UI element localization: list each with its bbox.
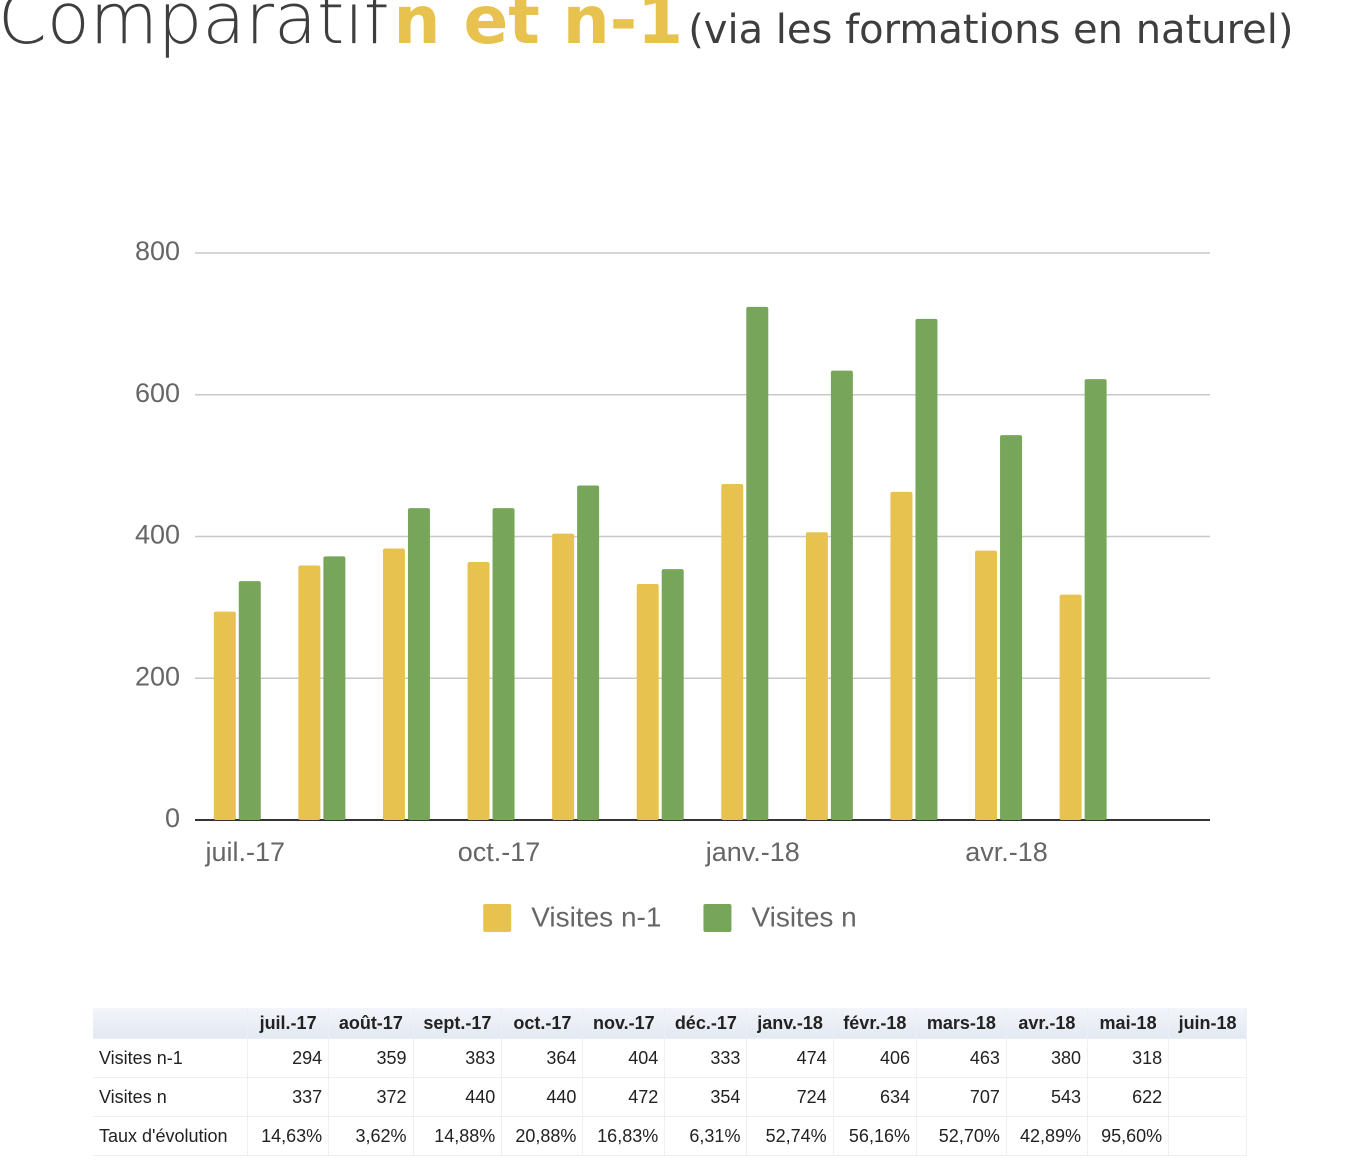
bar xyxy=(382,548,405,820)
cell: 440 xyxy=(501,1077,584,1117)
cell: 622 xyxy=(1087,1077,1170,1117)
cell: 20,88% xyxy=(501,1116,584,1156)
bar xyxy=(721,484,744,820)
table-row: Visites n-1 294 359 383 364 404 333 474 406 463 38… xyxy=(93,1038,1247,1078)
cell: 463 xyxy=(916,1038,1007,1078)
y-tick-label: 200 xyxy=(135,661,180,691)
column-header: févr.-18 xyxy=(833,1008,917,1039)
bar xyxy=(1084,379,1107,820)
cell: 724 xyxy=(746,1077,834,1117)
bar xyxy=(467,562,490,820)
column-header: juil.-17 xyxy=(247,1008,330,1039)
cell: 380 xyxy=(1006,1038,1089,1078)
bar xyxy=(805,532,828,820)
column-header: sept.-17 xyxy=(413,1008,503,1039)
bar xyxy=(890,491,913,820)
chart-title: Comparatif xyxy=(0,0,389,60)
bar xyxy=(915,318,938,820)
cell: 474 xyxy=(746,1038,834,1078)
cell: 406 xyxy=(833,1038,917,1078)
chart-subtitle: (via les formations en naturel) xyxy=(688,7,1294,53)
cell: 543 xyxy=(1006,1077,1089,1117)
bar xyxy=(661,569,684,820)
cell: 383 xyxy=(413,1038,503,1078)
column-header: nov.-17 xyxy=(582,1008,666,1039)
cell: 14,63% xyxy=(247,1116,330,1156)
data-table: juil.-17 août-17 sept.-17 oct.-17 nov.-17 déc… xyxy=(93,1008,1247,1156)
bar xyxy=(577,485,600,820)
column-header: déc.-17 xyxy=(664,1008,748,1039)
title-highlight: n et n-1 xyxy=(393,0,684,59)
column-header: mars-18 xyxy=(916,1008,1007,1039)
cell: 56,16% xyxy=(833,1116,917,1156)
bar xyxy=(552,533,575,820)
bar xyxy=(238,581,261,820)
cell: 440 xyxy=(413,1077,503,1117)
cell: 3,62% xyxy=(328,1116,414,1156)
cell: 333 xyxy=(664,1038,748,1078)
cell: 404 xyxy=(582,1038,666,1078)
bar xyxy=(636,583,659,820)
cell: 337 xyxy=(247,1077,330,1117)
cell xyxy=(1168,1038,1247,1078)
bar xyxy=(298,565,321,820)
column-header: août-17 xyxy=(328,1008,414,1039)
cell: 52,70% xyxy=(916,1116,1007,1156)
bar xyxy=(1000,435,1023,820)
x-tick-label: avr.-18 xyxy=(965,837,1048,867)
cell: 42,89% xyxy=(1006,1116,1089,1156)
cell: 359 xyxy=(328,1038,414,1078)
legend-label: Visites n-1 xyxy=(531,901,661,932)
cell: 318 xyxy=(1087,1038,1170,1078)
column-header: mai-18 xyxy=(1087,1008,1170,1039)
cell: 372 xyxy=(328,1077,414,1117)
cell: 52,74% xyxy=(746,1116,834,1156)
bar xyxy=(213,611,236,820)
bar xyxy=(492,508,515,820)
column-header: janv.-18 xyxy=(746,1008,834,1039)
table-row: Taux d'évolution 14,63% 3,62% 14,88% 20,88% 1… xyxy=(93,1116,1247,1156)
legend-label: Visites n xyxy=(751,901,856,932)
bar xyxy=(830,370,853,820)
header-row: juil.-17 août-17 sept.-17 oct.-17 nov.-17 déc… xyxy=(93,1008,1247,1039)
title-block: Comparatif n et n-1 (via les formations … xyxy=(0,0,1294,60)
cell: 95,60% xyxy=(1087,1116,1170,1156)
cell: 634 xyxy=(833,1077,917,1117)
cell: 354 xyxy=(664,1077,748,1117)
cell: 472 xyxy=(582,1077,666,1117)
table-row: Visites n 337 372 440 440 472 354 724 634 707 543 6… xyxy=(93,1077,1247,1117)
bar xyxy=(323,556,346,820)
cell: 14,88% xyxy=(413,1116,503,1156)
cell: 707 xyxy=(916,1077,1007,1117)
x-tick-label: oct.-17 xyxy=(458,837,541,867)
x-tick-label: janv.-18 xyxy=(705,837,800,867)
legend-swatch xyxy=(703,904,732,932)
row-label: Visites n-1 xyxy=(93,1038,248,1078)
cell: 6,31% xyxy=(664,1116,748,1156)
cell: 294 xyxy=(247,1038,330,1078)
legend-swatch xyxy=(483,904,512,932)
y-tick-label: 800 xyxy=(135,236,180,266)
cell: 364 xyxy=(501,1038,584,1078)
x-tick-label: juil.-17 xyxy=(205,837,286,867)
row-label: Taux d'évolution xyxy=(93,1116,248,1156)
corner-cell xyxy=(93,1008,248,1039)
bar xyxy=(1059,594,1082,820)
row-label: Visites n xyxy=(93,1077,248,1117)
bar xyxy=(407,508,430,820)
cell: 16,83% xyxy=(582,1116,666,1156)
cell xyxy=(1168,1077,1247,1117)
column-header: juin-18 xyxy=(1168,1008,1247,1039)
bar xyxy=(975,550,998,820)
cell xyxy=(1168,1116,1247,1156)
y-tick-label: 600 xyxy=(135,378,180,408)
column-header: avr.-18 xyxy=(1006,1008,1089,1039)
chart: 0 200 400 600 800 juil.-17 oct.-17 janv.-18 avr.… xyxy=(135,236,1210,932)
bar xyxy=(746,306,769,820)
y-tick-label: 400 xyxy=(135,520,180,550)
column-header: oct.-17 xyxy=(501,1008,584,1039)
y-tick-label: 0 xyxy=(165,803,180,833)
